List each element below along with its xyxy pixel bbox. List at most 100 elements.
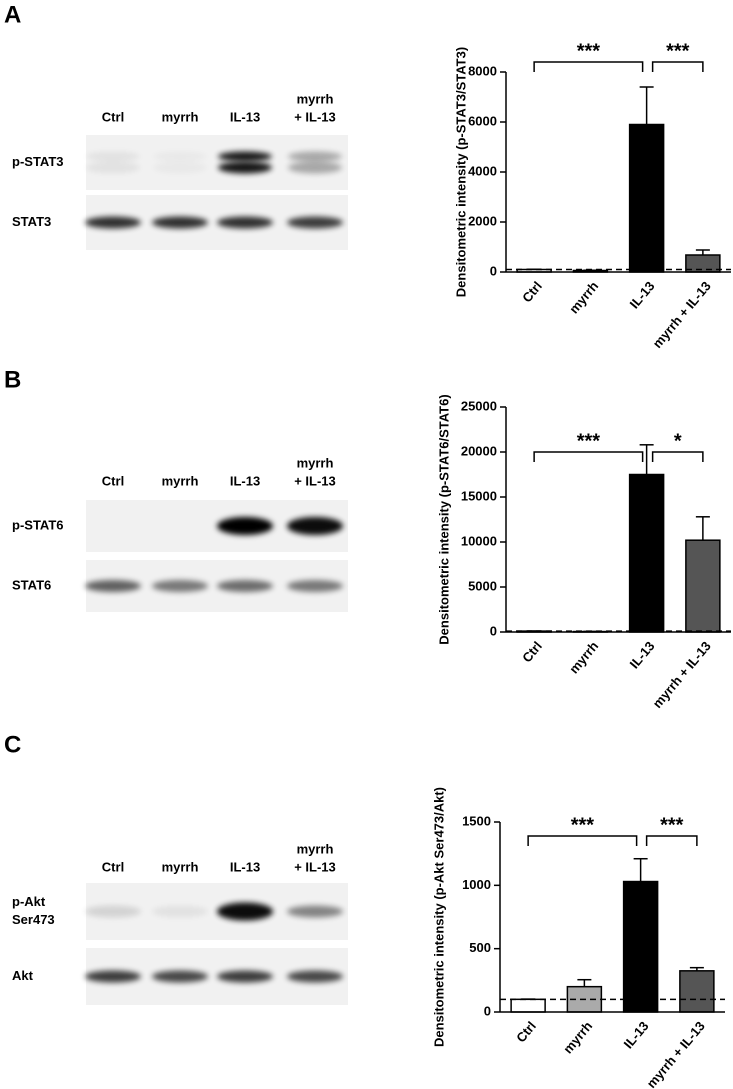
significance-bracket <box>527 835 638 846</box>
panel-letter: B <box>4 366 21 393</box>
bar <box>510 998 546 1013</box>
bar <box>622 880 659 1013</box>
y-tick-label: 0 <box>484 1003 491 1018</box>
row-label: p-Akt <box>12 894 46 909</box>
blot-band <box>217 517 273 535</box>
significance-bracket <box>651 451 704 462</box>
x-tick-label: myrrh + IL-13 <box>650 278 714 350</box>
significance-label: *** <box>571 814 595 836</box>
bar <box>679 970 715 1013</box>
row-label: Akt <box>12 968 34 983</box>
lane-label: myrrh <box>162 109 199 124</box>
significance-label: * <box>674 430 682 452</box>
bar <box>628 473 665 633</box>
row-label: p-STAT6 <box>12 517 64 532</box>
blot-band <box>152 580 208 592</box>
y-tick-label: 20000 <box>461 443 497 458</box>
lane-label: Ctrl <box>102 473 124 488</box>
lane-label: myrrh <box>297 455 334 470</box>
x-tick-label: myrrh + IL-13 <box>644 1018 708 1089</box>
y-tick-label: 500 <box>469 940 491 955</box>
blot-band <box>287 216 343 229</box>
blot-band <box>85 970 141 983</box>
lane-label: myrrh <box>162 473 199 488</box>
significance-label: *** <box>666 40 690 62</box>
significance-bracket <box>651 61 704 72</box>
x-tick-label: Ctrl <box>519 638 545 665</box>
y-axis-title: Densitometric intensity (p-STAT6/STAT6) <box>436 394 451 644</box>
blot-band <box>86 161 140 174</box>
blot-band <box>287 970 343 983</box>
x-tick-label: Ctrl <box>513 1018 539 1045</box>
lane-label: myrrh <box>162 859 199 874</box>
blot-band <box>287 517 343 535</box>
y-tick-label: 0 <box>490 263 497 278</box>
y-tick-label: 15000 <box>461 488 497 503</box>
significance-bracket <box>533 451 644 462</box>
bar <box>628 123 665 273</box>
lane-label: + IL-13 <box>294 473 336 488</box>
row-label: p-STAT3 <box>12 154 64 169</box>
y-tick-label: 10000 <box>461 533 497 548</box>
lane-label: Ctrl <box>102 859 124 874</box>
x-tick-label: IL-13 <box>627 278 658 311</box>
significance-label: *** <box>577 430 601 452</box>
y-tick-label: 1000 <box>462 877 491 892</box>
x-tick-label: myrrh <box>566 278 601 316</box>
y-tick-label: 25000 <box>461 398 497 413</box>
lane-label: + IL-13 <box>294 109 336 124</box>
y-tick-label: 1500 <box>462 813 491 828</box>
lane-label: IL-13 <box>230 859 260 874</box>
blot-band <box>217 970 273 983</box>
x-tick-label: myrrh <box>560 1018 595 1056</box>
x-tick-label: Ctrl <box>519 278 545 305</box>
panel-letter: C <box>4 731 21 758</box>
significance-bracket <box>533 61 644 72</box>
significance-label: *** <box>577 40 601 62</box>
x-tick-label: myrrh + IL-13 <box>650 638 714 710</box>
y-axis-title: Densitometric intensity (p-Akt Ser473/Ak… <box>431 787 446 1047</box>
blot-band <box>288 151 342 162</box>
blot-band <box>217 580 273 592</box>
blot-band <box>86 151 140 162</box>
bar <box>685 539 721 633</box>
blot-band <box>152 216 208 229</box>
lane-label: Ctrl <box>102 109 124 124</box>
y-tick-label: 2000 <box>468 213 497 228</box>
lane-label: myrrh <box>297 841 334 856</box>
y-axis-title: Densitometric intensity (p-STAT3/STAT3) <box>453 47 468 297</box>
lane-label: myrrh <box>297 91 334 106</box>
blot-band <box>218 161 272 174</box>
x-tick-label: myrrh <box>566 638 601 676</box>
panel-letter: A <box>4 1 21 28</box>
significance-label: *** <box>660 814 684 836</box>
blot-band <box>85 905 141 918</box>
y-tick-label: 5000 <box>468 578 497 593</box>
x-tick-label: IL-13 <box>621 1018 652 1051</box>
lane-label: IL-13 <box>230 473 260 488</box>
blot-band <box>217 902 273 921</box>
blot-band <box>85 216 141 229</box>
y-tick-label: 8000 <box>468 63 497 78</box>
row-label: STAT6 <box>12 577 51 592</box>
blot-band <box>288 161 342 174</box>
lane-label: + IL-13 <box>294 859 336 874</box>
blot-band <box>217 216 273 229</box>
row-label: STAT3 <box>12 214 51 229</box>
blot-band <box>152 970 208 983</box>
row-label: Ser473 <box>12 912 55 927</box>
y-tick-label: 4000 <box>468 163 497 178</box>
blot-band <box>153 152 207 162</box>
blot-band <box>85 580 141 592</box>
y-tick-label: 6000 <box>468 113 497 128</box>
blot-band <box>287 905 343 918</box>
lane-label: IL-13 <box>230 109 260 124</box>
significance-bracket <box>645 835 698 846</box>
blot-band <box>152 905 208 918</box>
blot-band <box>218 151 272 162</box>
blot-band <box>153 162 207 174</box>
x-tick-label: IL-13 <box>627 638 658 671</box>
y-tick-label: 0 <box>490 623 497 638</box>
blot-band <box>287 580 343 592</box>
